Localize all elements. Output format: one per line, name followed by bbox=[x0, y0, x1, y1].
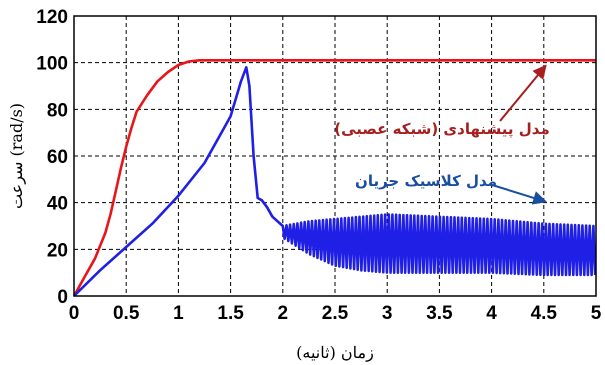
arrow-proposed bbox=[499, 64, 547, 122]
y-tick-label: 0 bbox=[57, 287, 68, 308]
x-axis-label: زمان (ثانیه) bbox=[296, 343, 374, 362]
y-axis-label: سرعت (rad/s) bbox=[7, 103, 26, 209]
series-line-proposed bbox=[72, 59, 596, 297]
y-tick-label: 20 bbox=[47, 240, 68, 261]
series-lines bbox=[72, 59, 597, 297]
y-tick-label: 40 bbox=[47, 194, 68, 215]
x-tick-label: 0.5 bbox=[113, 303, 140, 324]
x-tick-label: 1.5 bbox=[217, 303, 244, 324]
x-tick-labels: 0 0.5 1 1.5 2 2.5 3 3.5 4 4.5 5 bbox=[69, 303, 602, 324]
y-tick-labels: 0 20 40 60 80 100 120 bbox=[36, 7, 68, 308]
x-tick-label: 4 bbox=[486, 303, 497, 324]
x-tick-label: 2 bbox=[278, 303, 289, 324]
arrow-classic bbox=[488, 183, 548, 205]
y-tick-label: 100 bbox=[36, 54, 68, 75]
series-line-classic bbox=[73, 66, 597, 297]
x-tick-label: 1 bbox=[173, 303, 184, 324]
x-tick-label: 5 bbox=[591, 303, 602, 324]
x-tick-label: 3 bbox=[382, 303, 393, 324]
plot-frame bbox=[73, 15, 597, 297]
y-tick-label: 60 bbox=[47, 147, 68, 168]
annotations: مدل پیشنهادی (شبکه عصبی) مدل کلاسیک جریان bbox=[334, 64, 550, 205]
x-tick-label: 3.5 bbox=[426, 303, 453, 324]
annotation-proposed: مدل پیشنهادی (شبکه عصبی) bbox=[334, 120, 550, 139]
x-tick-label: 0 bbox=[69, 303, 80, 324]
x-tick-label: 2.5 bbox=[322, 303, 349, 324]
annotation-classic: مدل کلاسیک جریان bbox=[355, 172, 497, 190]
y-tick-label: 120 bbox=[36, 7, 68, 28]
x-tick-label: 4.5 bbox=[531, 303, 558, 324]
y-tick-label: 80 bbox=[47, 100, 68, 121]
